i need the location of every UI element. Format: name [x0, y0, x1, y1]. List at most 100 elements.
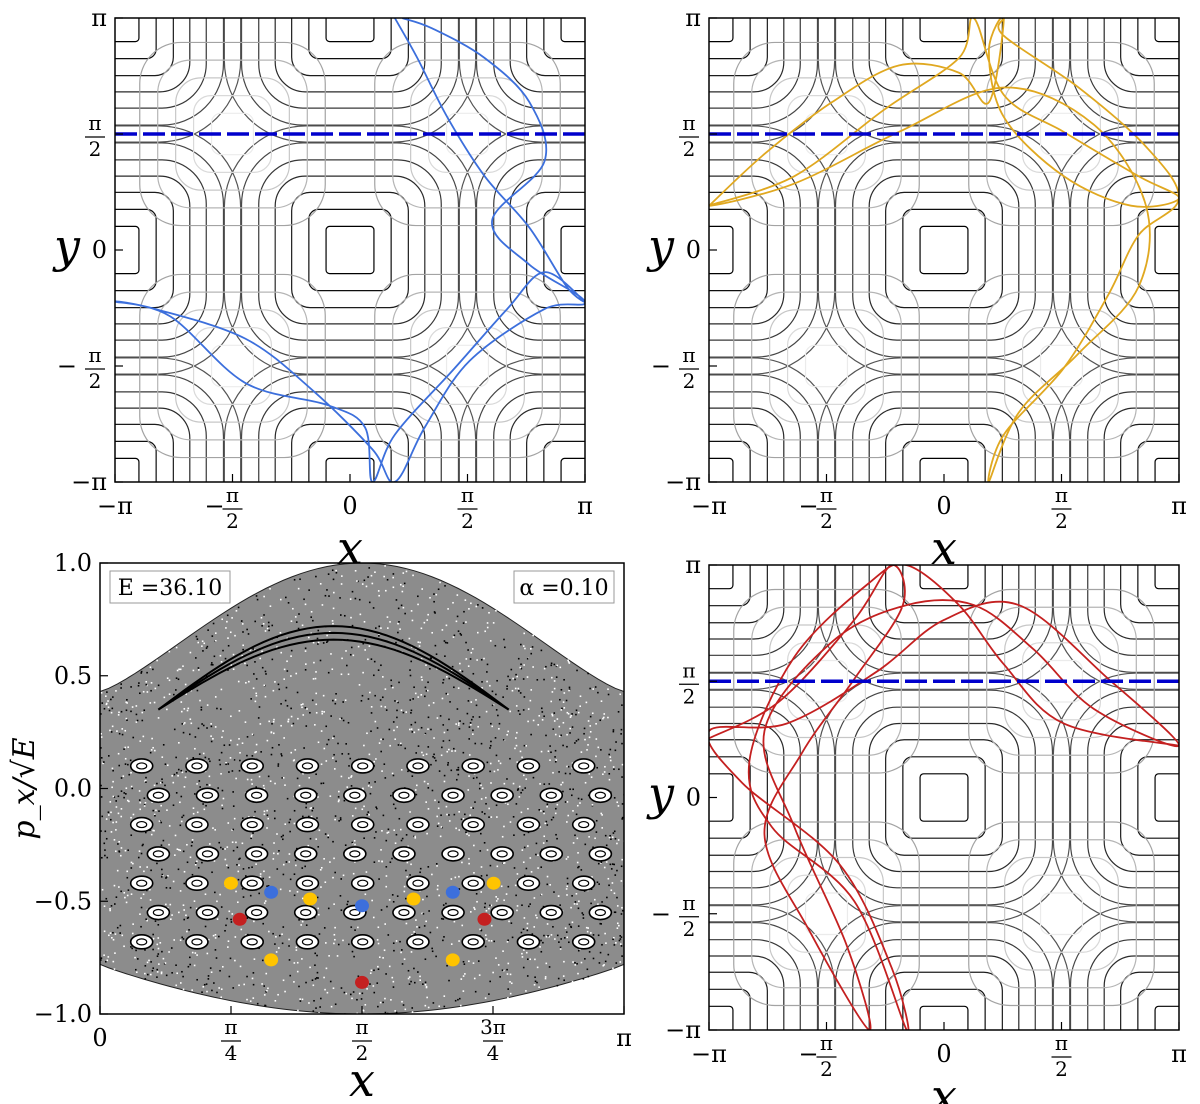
sea-point — [468, 738, 471, 740]
sea-point — [242, 644, 244, 647]
sea-point — [575, 892, 578, 895]
resonance-island — [490, 846, 514, 862]
sea-point — [103, 905, 106, 908]
sea-point — [232, 828, 235, 831]
sea-point — [171, 972, 173, 974]
sea-point — [618, 939, 621, 942]
sea-point — [523, 696, 526, 698]
sea-point — [196, 783, 198, 785]
sea-point — [130, 686, 132, 688]
sea-point — [125, 709, 128, 712]
contour-line — [258, 18, 442, 109]
sea-point — [486, 671, 488, 673]
sea-point — [477, 960, 480, 962]
sea-point — [302, 703, 304, 705]
contour-line — [1039, 344, 1084, 388]
sea-point — [414, 933, 416, 935]
sea-point — [370, 574, 373, 577]
resonance-island — [129, 816, 154, 833]
sea-point — [189, 856, 192, 859]
sea-point — [519, 666, 522, 669]
sea-point — [577, 972, 579, 975]
sea-point — [304, 647, 307, 650]
sea-point — [261, 625, 263, 627]
sea-point — [402, 606, 405, 609]
sea-point — [283, 668, 286, 671]
sea-point — [181, 723, 184, 725]
island-core — [246, 762, 258, 770]
sea-point — [121, 728, 124, 730]
sea-point — [127, 849, 129, 852]
sea-point — [324, 594, 327, 597]
sea-point — [146, 671, 148, 674]
sea-point — [339, 597, 341, 599]
sea-point — [553, 891, 555, 893]
sea-point — [342, 701, 344, 703]
contour-line — [240, 142, 460, 358]
sea-point — [235, 777, 237, 780]
sea-point — [479, 928, 481, 931]
sea-point — [551, 714, 554, 717]
sea-point — [363, 837, 365, 839]
sea-point — [363, 620, 366, 623]
contour-line — [1069, 922, 1179, 1030]
sea-point — [232, 791, 234, 793]
sea-point — [257, 717, 260, 719]
sea-point — [247, 633, 250, 635]
sea-point — [256, 1002, 259, 1005]
sea-point — [430, 728, 432, 731]
sea-point — [285, 861, 288, 863]
resonance-island — [185, 934, 209, 950]
sea-point — [532, 776, 535, 779]
sea-point — [175, 646, 178, 649]
sea-point — [126, 870, 129, 873]
sea-point — [523, 632, 526, 635]
sea-point — [195, 907, 198, 910]
sea-point — [262, 877, 264, 880]
sea-point — [195, 862, 197, 864]
sea-point — [352, 654, 355, 657]
sea-point — [512, 816, 515, 818]
sea-point — [514, 678, 516, 681]
sea-point — [153, 813, 156, 816]
sea-point — [413, 835, 416, 838]
island-core — [578, 762, 590, 770]
tick-label: 0.5 — [54, 662, 92, 690]
sea-point — [158, 820, 161, 822]
sea-point — [180, 701, 183, 703]
sea-point — [407, 770, 409, 773]
sea-point — [337, 800, 340, 803]
sea-point — [599, 951, 602, 954]
sea-point — [377, 968, 380, 971]
sea-point — [119, 924, 122, 927]
sea-point — [268, 629, 270, 632]
sea-point — [585, 701, 588, 704]
sea-point — [341, 657, 343, 660]
sea-point — [187, 707, 190, 710]
sea-point — [588, 773, 591, 775]
sea-point — [112, 795, 115, 798]
sea-point — [467, 665, 470, 667]
sea-point — [315, 977, 318, 979]
sea-point — [337, 943, 340, 946]
sea-point — [447, 608, 449, 610]
sea-point — [327, 573, 330, 575]
sea-point — [340, 673, 343, 676]
sea-point — [144, 801, 147, 804]
resonance-island — [350, 816, 375, 833]
sea-point — [188, 929, 190, 931]
sea-point — [535, 914, 537, 917]
contour-line — [115, 191, 174, 309]
tick-label: 0 — [342, 492, 357, 520]
sea-point — [287, 602, 290, 604]
sea-point — [356, 580, 358, 582]
contour-line — [115, 208, 157, 292]
sea-point — [448, 739, 451, 742]
sea-point — [509, 992, 512, 995]
sea-point — [242, 648, 244, 651]
sea-point — [385, 875, 388, 877]
sea-point — [463, 610, 465, 613]
sea-point — [496, 865, 499, 868]
resonance-island — [295, 816, 320, 833]
sea-point — [579, 705, 582, 708]
